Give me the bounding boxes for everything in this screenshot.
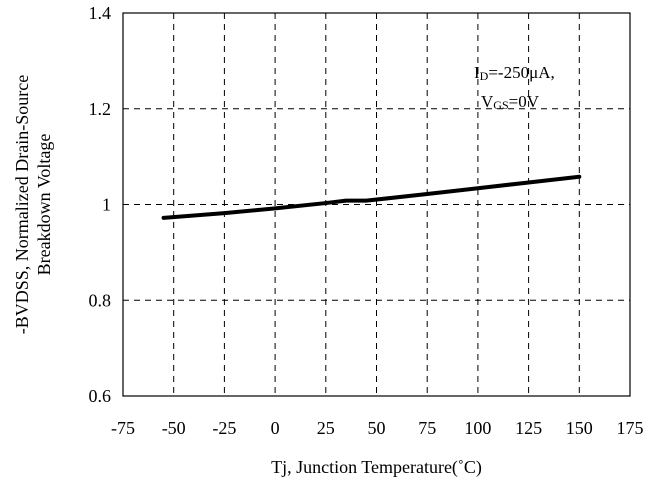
y-tick-label: 1.2 bbox=[89, 99, 112, 119]
x-tick-label: 100 bbox=[464, 418, 491, 438]
x-tick-label: 50 bbox=[368, 418, 386, 438]
y-tick-label: 1.4 bbox=[89, 3, 112, 23]
x-tick-label: 75 bbox=[418, 418, 436, 438]
x-axis-label: Tj, Junction Temperature(˚C) bbox=[271, 457, 482, 478]
plot-frame bbox=[122, 12, 631, 397]
annotation-line1-main: I bbox=[474, 63, 480, 82]
annotation-line2-main: V bbox=[481, 92, 494, 111]
y-axis-label-line1: -BVDSS, Normalized Drain-Source bbox=[12, 75, 32, 334]
y-tick-label: 0.8 bbox=[89, 290, 112, 310]
series bbox=[161, 174, 582, 220]
annotation-line2-sub: GS bbox=[493, 98, 508, 112]
x-tick-label: 0 bbox=[271, 418, 280, 438]
y-axis-label: -BVDSS, Normalized Drain-Source Breakdow… bbox=[12, 75, 54, 334]
x-tick-label: 125 bbox=[515, 418, 542, 438]
annotation-line2: VGS=0V bbox=[481, 92, 540, 112]
annotation-line1: ID=-250μA, bbox=[474, 63, 555, 83]
test-condition-annotation: ID=-250μA, VGS=0V bbox=[474, 63, 555, 112]
x-tick-label: -50 bbox=[162, 418, 186, 438]
y-tick-label: 1 bbox=[102, 195, 111, 215]
y-tick-label: 0.6 bbox=[89, 386, 112, 406]
x-tick-labels: -75 -50 -25 0 25 50 75 100 125 150 175 bbox=[111, 418, 644, 438]
x-tick-label: -25 bbox=[212, 418, 236, 438]
series-line bbox=[161, 174, 582, 220]
y-tick-labels: 0.6 0.8 1 1.2 1.4 bbox=[89, 3, 112, 406]
x-tick-label: 25 bbox=[317, 418, 335, 438]
x-tick-label: 175 bbox=[617, 418, 644, 438]
annotation-line1-rest: =-250μA, bbox=[488, 63, 554, 82]
x-tick-label: -75 bbox=[111, 418, 135, 438]
annotation-line2-rest: =0V bbox=[509, 92, 540, 111]
x-tick-label: 150 bbox=[566, 418, 593, 438]
y-axis-label-line2: Breakdown Voltage bbox=[34, 134, 54, 276]
annotation-line1-sub: D bbox=[480, 69, 489, 83]
